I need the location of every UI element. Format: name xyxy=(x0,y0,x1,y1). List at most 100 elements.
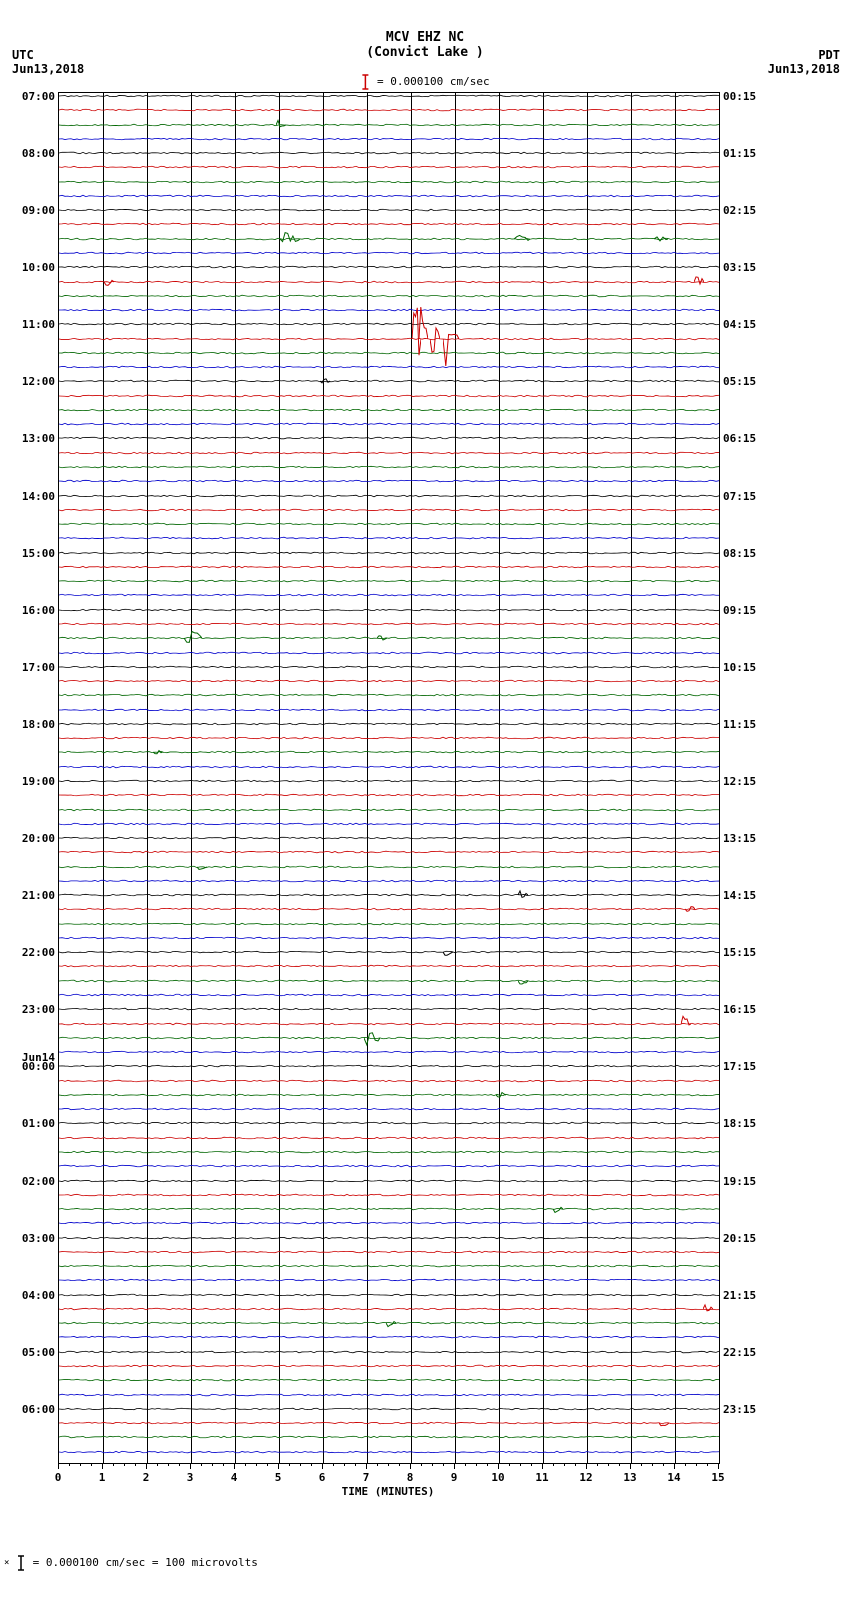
pdt-time-label: 07:15 xyxy=(723,491,756,502)
x-tick-label: 7 xyxy=(363,1471,370,1484)
trace-line xyxy=(59,392,719,400)
x-tick-major xyxy=(190,1463,191,1469)
trace-line xyxy=(59,577,719,585)
utc-time-label: 23:00 xyxy=(22,1004,55,1015)
utc-time-label: 06:00 xyxy=(22,1404,55,1415)
trace-line xyxy=(59,1162,719,1170)
scale-bar-icon xyxy=(360,74,370,90)
utc-time-label: 05:00 xyxy=(22,1347,55,1358)
trace-line xyxy=(59,434,719,442)
x-tick-label: 3 xyxy=(187,1471,194,1484)
trace-line xyxy=(59,220,719,228)
x-tick-minor xyxy=(509,1463,510,1466)
pdt-time-label: 05:15 xyxy=(723,376,756,387)
trace-line xyxy=(59,1134,719,1142)
pdt-time-label: 19:15 xyxy=(723,1176,756,1187)
x-tick-minor xyxy=(597,1463,598,1466)
x-tick-minor xyxy=(432,1463,433,1466)
x-tick-minor xyxy=(91,1463,92,1466)
trace-line xyxy=(59,1062,719,1070)
x-tick-minor xyxy=(135,1463,136,1466)
trace-line xyxy=(59,320,719,328)
x-tick-major xyxy=(586,1463,587,1469)
trace-line xyxy=(59,734,719,742)
x-tick-minor xyxy=(113,1463,114,1466)
seismic-event xyxy=(518,888,528,901)
pdt-time-label: 18:15 xyxy=(723,1118,756,1129)
x-tick-minor xyxy=(355,1463,356,1466)
x-tick-minor xyxy=(344,1463,345,1466)
trace-line xyxy=(59,492,719,500)
x-tick-label: 11 xyxy=(535,1471,548,1484)
trace-line xyxy=(59,549,719,557)
seismic-event xyxy=(364,1026,380,1048)
date-left-label: Jun13,2018 xyxy=(12,62,84,76)
seismic-event xyxy=(280,229,300,246)
seismic-event xyxy=(153,746,163,757)
trace-line xyxy=(59,106,719,114)
trace-line xyxy=(59,477,719,485)
trace-line xyxy=(59,1362,719,1370)
x-tick-minor xyxy=(157,1463,158,1466)
footer-text: = 0.000100 cm/sec = 100 microvolts xyxy=(33,1556,258,1569)
seismic-event xyxy=(104,274,114,289)
x-tick-label: 8 xyxy=(407,1471,414,1484)
pdt-time-label: 06:15 xyxy=(723,433,756,444)
trace-line xyxy=(59,763,719,771)
trace-line xyxy=(59,677,719,685)
pdt-time-label: 04:15 xyxy=(723,319,756,330)
x-tick-major xyxy=(146,1463,147,1469)
x-tick-minor xyxy=(377,1463,378,1466)
x-tick-major xyxy=(718,1463,719,1469)
trace-line xyxy=(59,1333,719,1341)
trace-line xyxy=(59,934,719,942)
x-axis: TIME (MINUTES) 0123456789101112131415 xyxy=(58,1463,718,1503)
pdt-time-label: 21:15 xyxy=(723,1290,756,1301)
x-tick-minor xyxy=(201,1463,202,1466)
x-tick-minor xyxy=(399,1463,400,1466)
footer-scale-bar-icon xyxy=(16,1555,26,1571)
plot-area: 07:0008:0009:0010:0011:0012:0013:0014:00… xyxy=(58,92,720,1464)
trace-line xyxy=(59,249,719,257)
trace-line xyxy=(59,1305,719,1313)
x-tick-major xyxy=(630,1463,631,1469)
x-tick-major xyxy=(322,1463,323,1469)
trace-line xyxy=(59,1376,719,1384)
trace-line xyxy=(59,649,719,657)
seismic-event xyxy=(681,1012,691,1029)
x-axis-title: TIME (MINUTES) xyxy=(342,1485,435,1498)
trace-line xyxy=(59,163,719,171)
seismic-event xyxy=(184,626,202,648)
x-tick-major xyxy=(58,1463,59,1469)
trace-line xyxy=(59,1034,719,1042)
trace-line xyxy=(59,292,719,300)
x-tick-label: 14 xyxy=(667,1471,680,1484)
trace-line xyxy=(59,720,719,728)
x-tick-minor xyxy=(531,1463,532,1466)
pdt-time-label: 09:15 xyxy=(723,605,756,616)
pdt-time-label: 20:15 xyxy=(723,1233,756,1244)
utc-time-label: 01:00 xyxy=(22,1118,55,1129)
trace-line xyxy=(59,691,719,699)
trace-line xyxy=(59,1177,719,1185)
trace-line xyxy=(59,1148,719,1156)
utc-time-label: 21:00 xyxy=(22,890,55,901)
scale-indicator: = 0.000100 cm/sec xyxy=(360,74,489,90)
trace-line xyxy=(59,1105,719,1113)
pdt-time-label: 13:15 xyxy=(723,833,756,844)
date-right-label: Jun13,2018 xyxy=(768,62,840,76)
x-tick-minor xyxy=(223,1463,224,1466)
x-tick-label: 10 xyxy=(491,1471,504,1484)
pdt-time-label: 01:15 xyxy=(723,148,756,159)
x-tick-minor xyxy=(465,1463,466,1466)
utc-time-label: 18:00 xyxy=(22,719,55,730)
x-tick-label: 13 xyxy=(623,1471,636,1484)
x-tick-minor xyxy=(619,1463,620,1466)
utc-time-label: 15:00 xyxy=(22,548,55,559)
x-tick-minor xyxy=(388,1463,389,1466)
seismic-event xyxy=(659,1413,669,1431)
trace-line xyxy=(59,263,719,271)
pdt-time-label: 03:15 xyxy=(723,262,756,273)
trace-line xyxy=(59,1391,719,1399)
x-tick-major xyxy=(454,1463,455,1469)
